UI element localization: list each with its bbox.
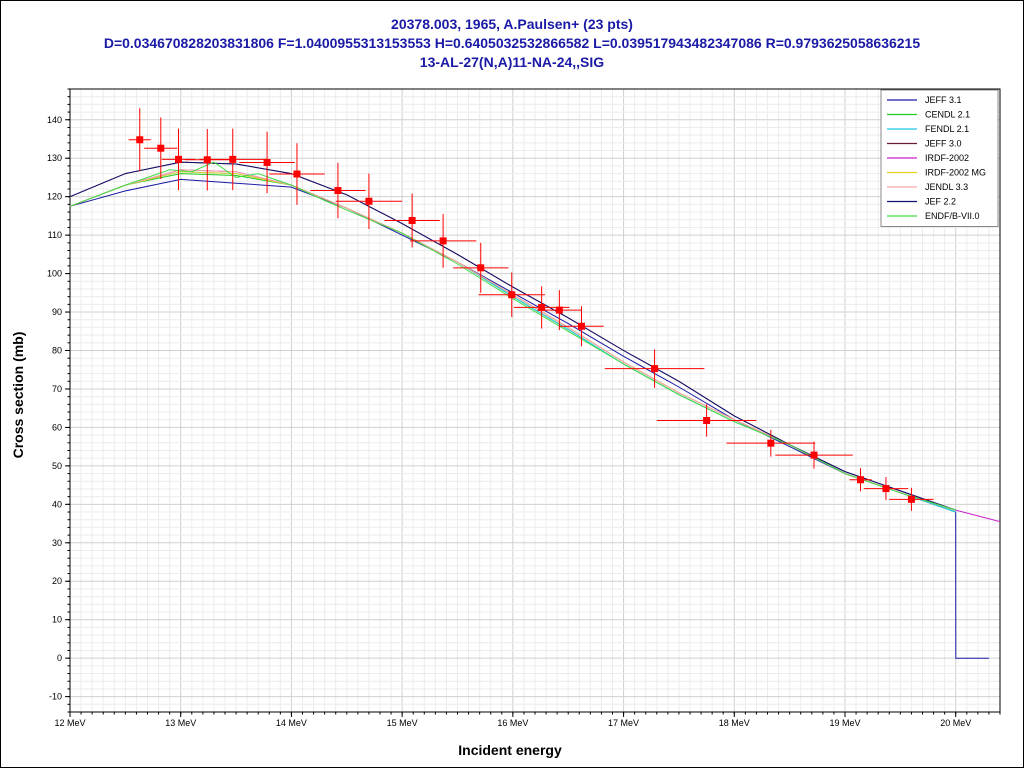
legend-label: JEF 2.2 bbox=[925, 197, 956, 207]
y-axis-title: Cross section (mb) bbox=[10, 332, 26, 459]
legend-label: JENDL 3.3 bbox=[925, 182, 968, 192]
data-point bbox=[365, 197, 373, 205]
x-tick-label: 19 MeV bbox=[829, 718, 860, 728]
y-tick-label: 110 bbox=[48, 230, 62, 240]
data-point bbox=[907, 495, 915, 503]
y-tick-label: -10 bbox=[49, 692, 62, 702]
x-tick-label: 18 MeV bbox=[719, 718, 750, 728]
x-tick-label: 13 MeV bbox=[165, 718, 196, 728]
series-line-jeff-3-1 bbox=[69, 178, 989, 659]
y-tick-label: 30 bbox=[52, 538, 62, 548]
data-point bbox=[293, 170, 301, 178]
legend-label: JEFF 3.1 bbox=[925, 95, 962, 105]
legend-label: IRDF-2002 MG bbox=[925, 168, 986, 178]
x-tick-label: 17 MeV bbox=[608, 718, 639, 728]
legend-label: JEFF 3.0 bbox=[925, 139, 962, 149]
data-point bbox=[703, 416, 711, 424]
y-tick-label: 130 bbox=[47, 153, 62, 163]
data-point bbox=[157, 144, 165, 152]
y-tick-label: 90 bbox=[52, 307, 62, 317]
data-point bbox=[538, 303, 546, 311]
x-tick-label: 16 MeV bbox=[497, 718, 528, 728]
y-tick-label: 120 bbox=[47, 192, 62, 202]
series-line-jef-2-2 bbox=[69, 161, 956, 511]
y-tick-label: 50 bbox=[52, 461, 62, 471]
y-tick-label: 0 bbox=[57, 653, 62, 663]
y-tick-label: 100 bbox=[47, 269, 62, 279]
legend: JEFF 3.1 CENDL 2.1 FENDL 2.1 JEFF 3.0 IRDF-2… bbox=[880, 89, 999, 227]
data-point bbox=[508, 291, 516, 299]
legend-label: CENDL 2.1 bbox=[925, 110, 970, 120]
data-point bbox=[857, 476, 864, 484]
data-point bbox=[439, 237, 447, 245]
data-point bbox=[651, 365, 659, 373]
grid bbox=[69, 88, 1001, 713]
chart-subtitle-reaction: 13-AL-27(N,A)11-NA-24,,SIG bbox=[419, 54, 605, 70]
data-point bbox=[408, 217, 416, 225]
data-point bbox=[767, 439, 775, 447]
data-point bbox=[882, 485, 890, 493]
y-tick-label: 40 bbox=[52, 499, 62, 509]
data-point bbox=[136, 136, 144, 144]
x-tick-label: 20 MeV bbox=[940, 718, 971, 728]
data-point bbox=[175, 155, 182, 163]
legend-label: FENDL 2.1 bbox=[925, 124, 969, 134]
x-tick-label: 14 MeV bbox=[276, 718, 307, 728]
data-point bbox=[477, 264, 485, 272]
x-tick-label: 15 MeV bbox=[387, 718, 418, 728]
y-tick-label: 80 bbox=[52, 346, 62, 356]
chart-title: 20378.003, 1965, A.Paulsen+ (23 pts) bbox=[391, 16, 633, 32]
data-point bbox=[810, 451, 818, 459]
legend-label: ENDF/B-VII.0 bbox=[925, 211, 980, 221]
y-tick-label: 20 bbox=[52, 576, 62, 586]
data-point bbox=[229, 155, 237, 163]
y-tick-label: 60 bbox=[52, 422, 62, 432]
x-axis-title: Incident energy bbox=[458, 742, 562, 758]
y-tick-label: 140 bbox=[47, 115, 62, 125]
data-point bbox=[578, 322, 585, 330]
axis-ticks: 12 MeV 13 MeV 14 MeV 15 MeV 16 MeV 17 MeV 18 M… bbox=[47, 88, 1001, 728]
data-point bbox=[263, 158, 271, 166]
y-tick-label: 10 bbox=[52, 615, 62, 625]
x-tick-label: 12 MeV bbox=[54, 718, 85, 728]
legend-label: IRDF-2002 bbox=[925, 153, 969, 163]
y-tick-label: 70 bbox=[52, 384, 62, 394]
experimental-points bbox=[128, 108, 934, 511]
chart-subtitle-parameters: D=0.034670828203831806 F=1.0400955313153… bbox=[103, 35, 921, 51]
data-point bbox=[334, 187, 342, 195]
data-point bbox=[555, 306, 563, 314]
